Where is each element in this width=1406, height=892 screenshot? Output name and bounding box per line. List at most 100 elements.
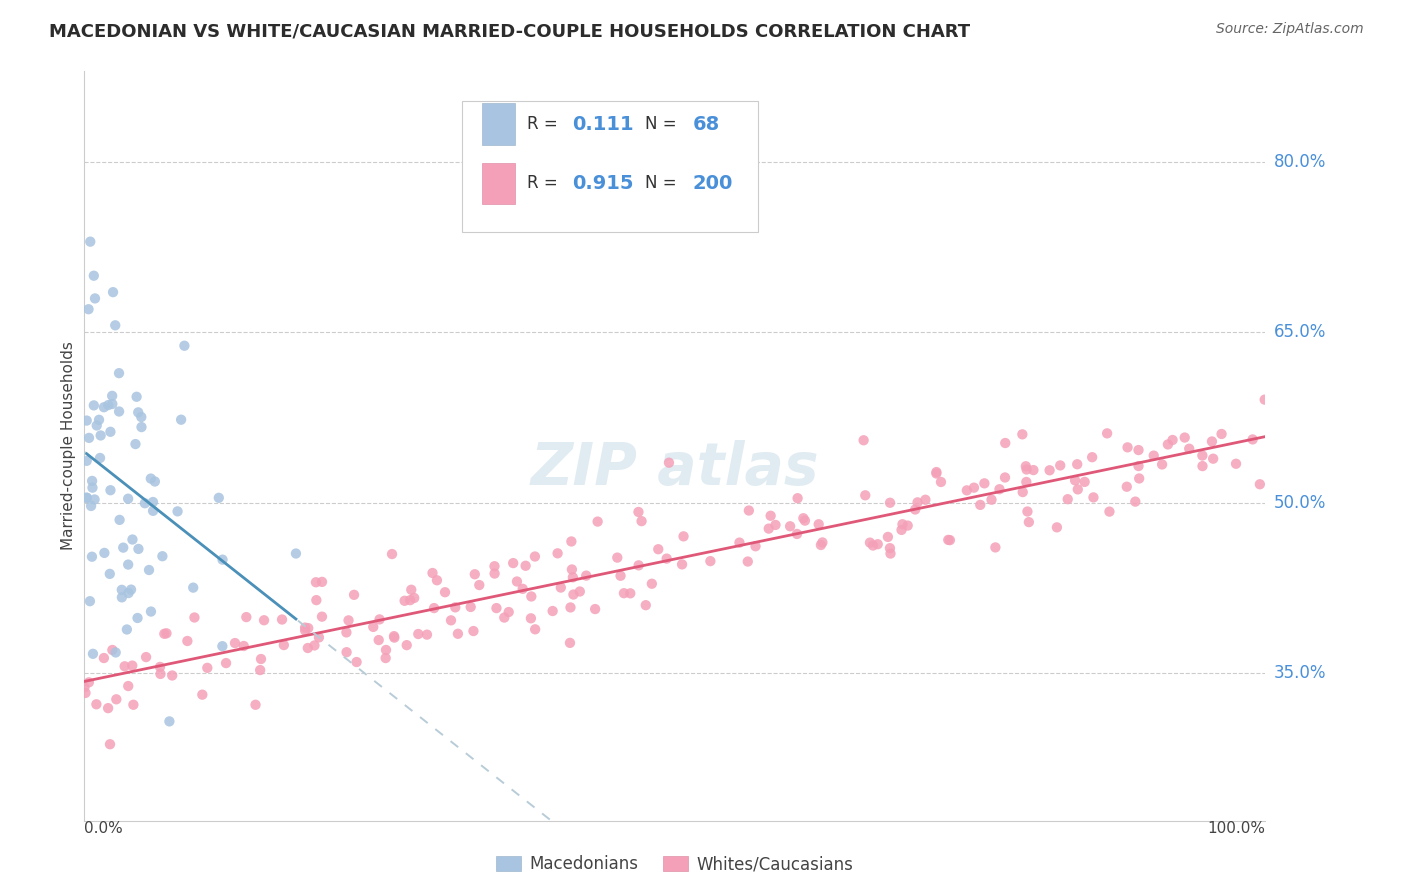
Point <box>1011 427 1033 442</box>
Point <box>853 488 876 502</box>
Point <box>890 523 912 537</box>
Point <box>464 567 486 582</box>
Point <box>120 582 142 597</box>
Point <box>176 634 198 648</box>
Point <box>82 474 104 488</box>
Point <box>381 547 404 561</box>
Point <box>737 555 759 569</box>
Point <box>634 598 657 612</box>
Point <box>586 515 609 529</box>
Point <box>394 594 416 608</box>
Point <box>401 582 423 597</box>
Point <box>440 613 463 627</box>
Point <box>984 541 1007 555</box>
Point <box>1211 427 1233 442</box>
Point <box>135 650 157 665</box>
Point <box>1067 483 1090 497</box>
Point <box>1018 515 1040 529</box>
Point <box>149 660 172 674</box>
Point <box>142 504 165 518</box>
Point <box>515 558 537 573</box>
Point <box>375 643 398 657</box>
Point <box>82 647 104 661</box>
Point <box>143 475 166 489</box>
Point <box>382 631 405 645</box>
Point <box>1249 477 1271 491</box>
Point <box>925 467 948 481</box>
Point <box>558 636 581 650</box>
Point <box>904 502 927 516</box>
Point <box>83 398 105 412</box>
Point <box>627 558 650 573</box>
Point <box>308 631 330 645</box>
Point <box>547 546 569 560</box>
Point <box>80 549 103 564</box>
Text: 0.111: 0.111 <box>572 114 634 134</box>
Point <box>305 575 328 590</box>
Point <box>630 514 652 528</box>
Point <box>166 504 188 518</box>
Point <box>101 285 124 300</box>
Point <box>1191 459 1213 474</box>
Point <box>1202 451 1225 466</box>
Point <box>125 390 148 404</box>
Text: 50.0%: 50.0% <box>1274 494 1326 512</box>
Point <box>100 425 122 439</box>
Point <box>77 302 100 317</box>
Point <box>728 535 751 549</box>
Text: 100.0%: 100.0% <box>1208 821 1265 836</box>
Point <box>76 454 98 468</box>
Point <box>404 591 426 605</box>
Point <box>619 586 641 600</box>
Point <box>76 491 98 505</box>
Point <box>399 593 422 607</box>
Point <box>253 613 276 627</box>
Point <box>879 541 901 556</box>
Point <box>343 588 366 602</box>
Point <box>97 398 120 412</box>
Point <box>82 481 104 495</box>
Point <box>93 546 115 560</box>
Point <box>980 492 1002 507</box>
Point <box>284 547 307 561</box>
Point <box>93 651 115 665</box>
Point <box>273 638 295 652</box>
Point <box>224 636 246 650</box>
Point <box>1128 458 1150 473</box>
Point <box>77 431 100 445</box>
Point <box>104 645 127 659</box>
Point <box>879 547 901 561</box>
Point <box>1015 459 1038 474</box>
Point <box>127 611 149 625</box>
Point <box>658 456 681 470</box>
Point <box>1039 463 1062 477</box>
Point <box>117 491 139 506</box>
Point <box>575 568 598 582</box>
Point <box>160 668 183 682</box>
Point <box>786 527 808 541</box>
Point <box>98 737 121 751</box>
Text: R =: R = <box>527 174 564 193</box>
Point <box>346 655 368 669</box>
Point <box>336 645 359 659</box>
Point <box>153 627 176 641</box>
Point <box>444 600 467 615</box>
Point <box>560 600 582 615</box>
Point <box>337 613 360 627</box>
Point <box>988 482 1011 496</box>
Point <box>468 578 491 592</box>
Point <box>232 639 254 653</box>
Point <box>86 418 108 433</box>
Point <box>434 585 457 599</box>
Point <box>117 586 139 600</box>
Point <box>1022 463 1045 477</box>
Text: 0.915: 0.915 <box>572 174 634 193</box>
Point <box>523 549 546 564</box>
Text: MACEDONIAN VS WHITE/CAUCASIAN MARRIED-COUPLE HOUSEHOLDS CORRELATION CHART: MACEDONIAN VS WHITE/CAUCASIAN MARRIED-CO… <box>49 22 970 40</box>
Point <box>423 601 446 615</box>
Point <box>138 563 160 577</box>
Point <box>86 698 108 712</box>
Point <box>862 539 884 553</box>
Point <box>744 539 766 553</box>
Point <box>111 582 134 597</box>
